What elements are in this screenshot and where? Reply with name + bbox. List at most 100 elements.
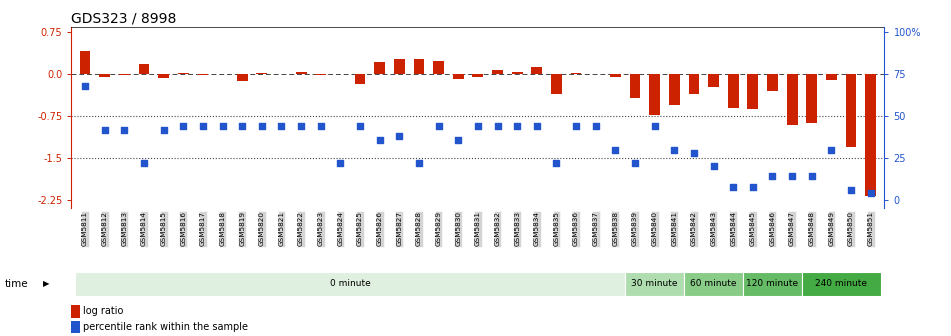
Text: GSM5829: GSM5829 — [436, 211, 441, 246]
Text: GSM5834: GSM5834 — [534, 211, 540, 246]
Text: time: time — [5, 279, 29, 289]
Bar — [669, 74, 680, 105]
Text: GSM5827: GSM5827 — [397, 211, 402, 246]
Bar — [610, 74, 621, 77]
Point — [254, 124, 269, 129]
Bar — [99, 74, 110, 77]
Text: GSM5837: GSM5837 — [592, 211, 599, 246]
Point — [431, 124, 446, 129]
Text: GSM5847: GSM5847 — [789, 211, 795, 246]
Point — [765, 174, 780, 179]
Text: GSM5842: GSM5842 — [691, 211, 697, 246]
Point — [156, 127, 171, 132]
Bar — [119, 74, 129, 75]
Bar — [296, 72, 306, 74]
Point — [706, 164, 721, 169]
Text: GSM5820: GSM5820 — [259, 211, 264, 246]
Bar — [806, 74, 817, 123]
Text: GSM5828: GSM5828 — [416, 211, 422, 246]
Text: GSM5841: GSM5841 — [671, 211, 677, 246]
Bar — [571, 73, 581, 74]
Point — [864, 191, 879, 196]
Point — [824, 147, 839, 153]
Point — [136, 160, 151, 166]
Text: GSM5819: GSM5819 — [240, 211, 245, 246]
Text: ▶: ▶ — [43, 280, 49, 288]
Bar — [158, 74, 169, 78]
Bar — [747, 74, 758, 109]
Point — [608, 147, 623, 153]
Point — [97, 127, 112, 132]
Bar — [75, 272, 625, 296]
Text: log ratio: log ratio — [84, 306, 124, 316]
Bar — [802, 272, 881, 296]
Point — [746, 184, 761, 189]
Text: GSM5840: GSM5840 — [651, 211, 658, 246]
Point — [510, 124, 525, 129]
Point — [588, 124, 603, 129]
Bar — [257, 73, 267, 74]
Text: GSM5851: GSM5851 — [867, 211, 874, 246]
Text: GSM5824: GSM5824 — [338, 211, 343, 246]
Point — [176, 124, 191, 129]
Text: GSM5836: GSM5836 — [573, 211, 579, 246]
Bar — [630, 74, 640, 98]
Point — [647, 124, 662, 129]
Point — [529, 124, 544, 129]
Bar — [826, 74, 837, 80]
Point — [490, 124, 505, 129]
Bar — [414, 59, 424, 74]
Text: GSM5825: GSM5825 — [357, 211, 363, 246]
Bar — [473, 74, 483, 77]
Text: GSM5826: GSM5826 — [377, 211, 382, 246]
Text: 120 minute: 120 minute — [747, 280, 799, 288]
Bar — [492, 70, 503, 74]
Text: GDS323 / 8998: GDS323 / 8998 — [71, 12, 177, 26]
Point — [353, 124, 368, 129]
Text: 60 minute: 60 minute — [690, 280, 737, 288]
Bar — [625, 272, 684, 296]
Point — [412, 160, 427, 166]
Point — [333, 160, 348, 166]
Bar — [728, 74, 739, 108]
Text: percentile rank within the sample: percentile rank within the sample — [84, 322, 248, 332]
Bar — [71, 321, 80, 333]
Text: GSM5815: GSM5815 — [161, 211, 166, 246]
Text: GSM5811: GSM5811 — [82, 211, 88, 246]
Text: GSM5844: GSM5844 — [730, 211, 736, 246]
Point — [235, 124, 250, 129]
Bar — [178, 73, 188, 74]
Bar — [551, 74, 562, 94]
Point — [77, 83, 92, 89]
Point — [667, 147, 682, 153]
Bar — [434, 61, 444, 74]
Bar — [237, 74, 247, 81]
Point — [687, 151, 702, 156]
Point — [274, 124, 289, 129]
Point — [451, 137, 466, 142]
Bar — [650, 74, 660, 115]
Text: 240 minute: 240 minute — [815, 280, 867, 288]
Text: GSM5816: GSM5816 — [181, 211, 186, 246]
Text: GSM5832: GSM5832 — [495, 211, 500, 246]
Text: GSM5812: GSM5812 — [102, 211, 107, 246]
Text: GSM5831: GSM5831 — [475, 211, 481, 246]
Bar — [198, 74, 208, 75]
Text: GSM5849: GSM5849 — [828, 211, 834, 246]
Point — [785, 174, 800, 179]
Point — [117, 127, 132, 132]
Text: GSM5813: GSM5813 — [122, 211, 127, 246]
Point — [372, 137, 387, 142]
Text: 0 minute: 0 minute — [330, 280, 371, 288]
Text: GSM5818: GSM5818 — [220, 211, 225, 246]
Text: GSM5850: GSM5850 — [848, 211, 854, 246]
Point — [313, 124, 328, 129]
Bar — [786, 74, 798, 125]
Point — [805, 174, 820, 179]
Text: GSM5833: GSM5833 — [514, 211, 520, 246]
Point — [726, 184, 741, 189]
Bar — [316, 74, 326, 76]
Text: 30 minute: 30 minute — [631, 280, 678, 288]
Point — [628, 160, 643, 166]
Bar — [355, 74, 365, 84]
